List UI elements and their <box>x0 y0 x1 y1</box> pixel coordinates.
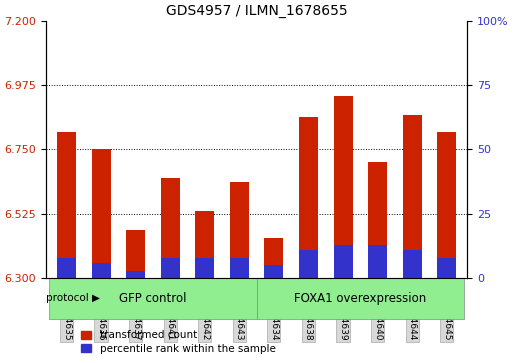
Bar <box>403 115 422 278</box>
Bar <box>264 265 283 278</box>
Bar <box>161 258 180 278</box>
FancyBboxPatch shape <box>49 278 256 319</box>
Bar <box>91 150 111 278</box>
Text: protocol ▶: protocol ▶ <box>47 293 101 303</box>
Bar <box>368 245 387 278</box>
Bar <box>57 258 76 278</box>
Bar <box>264 238 283 278</box>
Legend: transformed count, percentile rank within the sample: transformed count, percentile rank withi… <box>76 326 280 358</box>
Bar <box>437 258 456 278</box>
Bar <box>230 182 249 278</box>
Bar <box>299 117 318 278</box>
Bar <box>299 250 318 278</box>
Title: GDS4957 / ILMN_1678655: GDS4957 / ILMN_1678655 <box>166 4 347 18</box>
Bar <box>230 258 249 278</box>
Bar <box>195 211 214 278</box>
Bar <box>403 250 422 278</box>
Bar <box>437 132 456 278</box>
Text: FOXA1 overexpression: FOXA1 overexpression <box>294 292 426 305</box>
Bar <box>333 245 352 278</box>
Bar <box>333 97 352 278</box>
Bar <box>126 230 145 278</box>
Bar <box>161 178 180 278</box>
FancyBboxPatch shape <box>256 278 464 319</box>
Bar <box>91 263 111 278</box>
Bar <box>368 162 387 278</box>
Bar <box>126 270 145 278</box>
Text: GFP control: GFP control <box>119 292 187 305</box>
Bar <box>195 258 214 278</box>
Bar <box>57 132 76 278</box>
